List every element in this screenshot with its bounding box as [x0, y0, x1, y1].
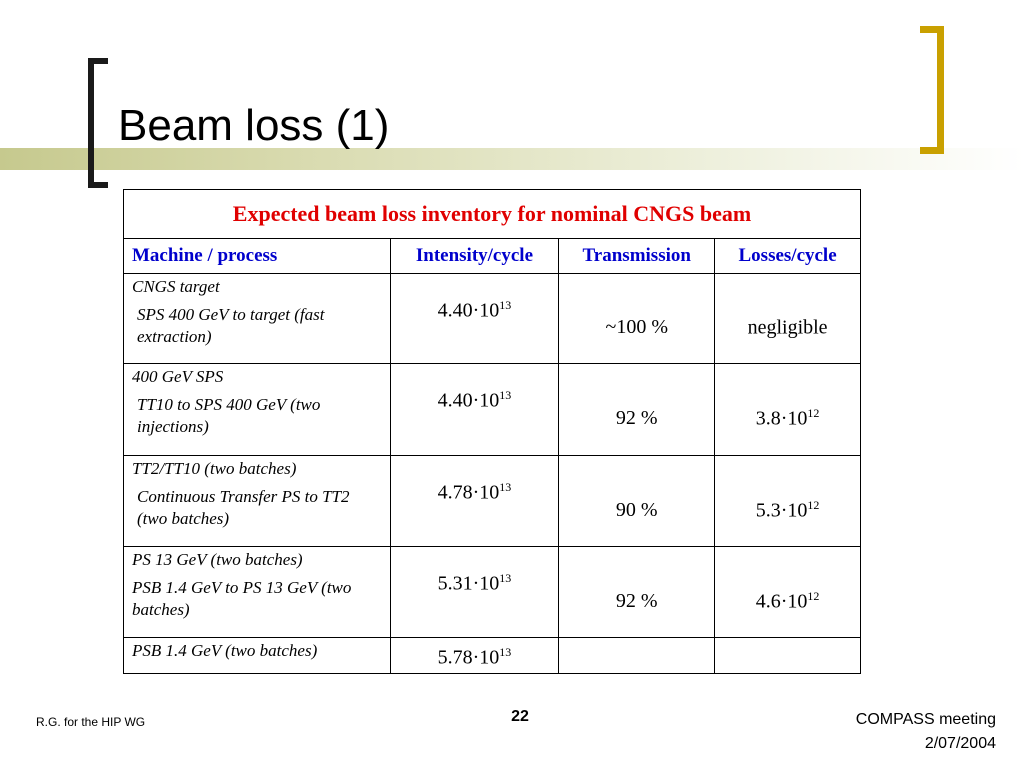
machine-process-cell: TT2/TT10 (two batches) Continuous Transf… [123, 455, 391, 547]
footer-event: COMPASS meeting [855, 711, 996, 728]
intensity-cell: 4.40·1013 [389, 273, 560, 364]
slide-title: Beam loss (1) [118, 101, 390, 150]
machine-process-cell: PSB 1.4 GeV (two batches) [123, 637, 391, 674]
transmission-cell [558, 637, 716, 674]
header-intensity: Intensity/cycle [389, 238, 560, 274]
losses-cell: 4.6·1012 [714, 546, 861, 638]
header-losses: Losses/cycle [714, 238, 861, 274]
process-name: PSB 1.4 GeV to PS 13 GeV (two batches) [132, 578, 352, 619]
losses-cell: 3.8·1012 [714, 363, 861, 456]
footer-author: R.G. for the HIP WG [36, 715, 146, 729]
losses-cell [714, 637, 861, 674]
losses-cell: negligible [714, 273, 861, 364]
machine-name: PSB 1.4 GeV (two batches) [132, 641, 318, 660]
losses-cell: 5.3·1012 [714, 455, 861, 547]
table-row: CNGS target SPS 400 GeV to target (fast … [123, 273, 861, 364]
right-bracket-decoration [920, 26, 944, 154]
decorative-band [0, 148, 1024, 170]
intensity-cell: 5.78·1013 [389, 637, 560, 674]
header-machine-process: Machine / process [123, 238, 391, 274]
transmission-cell: 92 % [558, 363, 716, 456]
intensity-cell: 4.40·1013 [389, 363, 560, 456]
intensity-cell: 4.78·1013 [389, 455, 560, 547]
table-caption-row: Expected beam loss inventory for nominal… [123, 189, 861, 239]
table-row: PS 13 GeV (two batches) PSB 1.4 GeV to P… [123, 546, 861, 638]
table-header-row: Machine / process Intensity/cycle Transm… [123, 238, 861, 274]
machine-process-cell: 400 GeV SPS TT10 to SPS 400 GeV (two inj… [123, 363, 391, 456]
machine-name: PS 13 GeV (two batches) [132, 550, 303, 569]
machine-process-cell: PS 13 GeV (two batches) PSB 1.4 GeV to P… [123, 546, 391, 638]
process-name: SPS 400 GeV to target (fast extraction) [137, 305, 325, 346]
machine-name: 400 GeV SPS [132, 367, 224, 386]
table-row: 400 GeV SPS TT10 to SPS 400 GeV (two inj… [123, 363, 861, 456]
transmission-cell: ~100 % [558, 273, 716, 364]
intensity-cell: 5.31·1013 [389, 546, 560, 638]
machine-process-cell: CNGS target SPS 400 GeV to target (fast … [123, 273, 391, 364]
machine-name: TT2/TT10 (two batches) [132, 459, 297, 478]
table-caption: Expected beam loss inventory for nominal… [123, 189, 861, 239]
table-row: TT2/TT10 (two batches) Continuous Transf… [123, 455, 861, 547]
transmission-cell: 92 % [558, 546, 716, 638]
process-name: Continuous Transfer PS to TT2 (two batch… [137, 487, 350, 528]
table-row: PSB 1.4 GeV (two batches) 5.78·1013 [123, 637, 861, 674]
left-bracket-decoration [88, 58, 108, 188]
footer-event-info: COMPASS meeting 2/07/2004 [856, 708, 996, 756]
header-transmission: Transmission [558, 238, 716, 274]
machine-name: CNGS target [132, 277, 220, 296]
process-name: TT10 to SPS 400 GeV (two injections) [137, 395, 321, 436]
footer-date: 2/07/2004 [924, 735, 996, 752]
transmission-cell: 90 % [558, 455, 716, 547]
page-number: 22 [511, 708, 529, 725]
beam-loss-table: Expected beam loss inventory for nominal… [123, 189, 861, 674]
